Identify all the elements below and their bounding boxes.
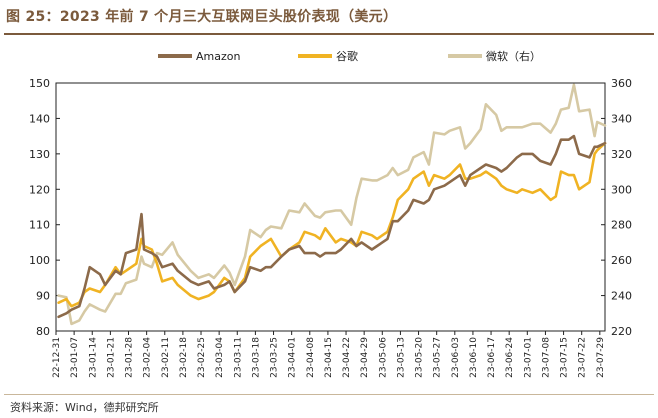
- figure-title: 图 25：2023 年前 7 个月三大互联网巨头股价表现（美元）: [6, 9, 398, 25]
- x-tick-label: 23-03-11: [233, 337, 243, 378]
- series-line-1: [57, 134, 607, 319]
- y-right-tick-label: 300: [611, 183, 632, 196]
- x-tick-label: 23-07-08: [541, 337, 551, 378]
- y-right-tick-label: 320: [611, 148, 632, 161]
- x-tick-label: 23-03-25: [270, 337, 280, 378]
- x-tick-label: 23-02-25: [197, 337, 207, 378]
- legend-label-2: 谷歌: [336, 49, 358, 63]
- x-tick-label: 23-05-06: [378, 337, 388, 378]
- y-left-tick-label: 80: [36, 325, 50, 338]
- legend-label-1: Amazon: [196, 50, 240, 63]
- x-tick-label: 23-06-17: [487, 337, 497, 378]
- x-tick-label: 23-01-07: [70, 337, 80, 378]
- y-left-tick-label: 110: [29, 219, 50, 232]
- y-left-tick-label: 100: [29, 254, 50, 267]
- chart-legend: Amazon 谷歌 微软（右）: [158, 49, 541, 63]
- y-right-tick-label: 340: [611, 112, 632, 125]
- x-tick-label: 23-07-29: [596, 337, 606, 378]
- x-tick-label: 23-04-15: [324, 337, 334, 378]
- plot-frame: [55, 82, 606, 332]
- y-right-tick-label: 240: [611, 290, 632, 303]
- y-right-tick-label: 220: [611, 325, 632, 338]
- x-tick-label: 23-02-18: [179, 337, 189, 378]
- y-left-tick-label: 140: [29, 112, 50, 125]
- x-tick-label: 23-02-11: [161, 337, 171, 378]
- x-tick-label: 23-04-01: [288, 337, 298, 378]
- x-tick-label: 23-05-20: [415, 337, 425, 378]
- y-right-tick-label: 360: [611, 77, 632, 90]
- x-tick-label: 23-02-04: [143, 337, 153, 378]
- title-divider: [4, 33, 654, 35]
- plot-area: 80 90 100 110 120 130 140 150 220 240 260 280 300 320…: [29, 77, 632, 378]
- source-note: 资料来源：Wind，德邦研究所: [10, 401, 159, 414]
- x-tick-label: 22-12-31: [52, 337, 62, 378]
- x-tick-label: 23-07-22: [578, 337, 588, 378]
- x-tick-label: 23-01-21: [106, 337, 116, 378]
- x-tick-label: 23-03-04: [215, 337, 225, 378]
- x-tick-label: 23-04-22: [342, 337, 352, 378]
- x-tick-label: 23-06-10: [469, 337, 479, 378]
- x-tick-label: 23-04-29: [360, 337, 370, 378]
- y-right-tick-label: 260: [611, 254, 632, 267]
- x-tick-label: 23-05-13: [396, 337, 406, 378]
- y-left-tick-label: 150: [29, 77, 50, 90]
- x-tick-label: 23-03-18: [251, 337, 261, 378]
- x-tick-label: 23-01-14: [88, 337, 98, 378]
- x-tick-label: 23-06-03: [451, 337, 461, 378]
- x-tick-label: 23-07-15: [560, 337, 570, 378]
- series-line-3: [57, 83, 607, 326]
- x-tick-label: 23-01-28: [125, 337, 135, 378]
- x-tick-label: 23-06-24: [505, 337, 515, 378]
- y-left-tick-label: 120: [29, 183, 50, 196]
- y-left-tick-label: 90: [36, 290, 50, 303]
- x-tick-label: 23-07-01: [523, 337, 533, 378]
- x-tick-label: 23-04-08: [306, 337, 316, 378]
- source-divider: [4, 394, 654, 395]
- x-tick-label: 23-05-27: [433, 337, 443, 378]
- y-left-tick-label: 130: [29, 148, 50, 161]
- legend-label-3: 微软（右）: [486, 49, 541, 63]
- y-right-tick-label: 280: [611, 219, 632, 232]
